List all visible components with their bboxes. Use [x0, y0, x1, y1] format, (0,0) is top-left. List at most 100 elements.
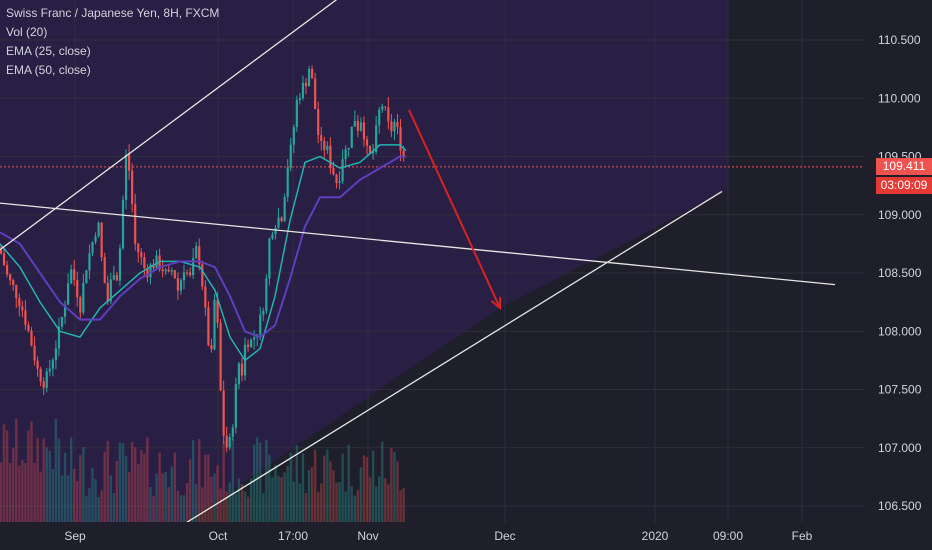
- candle-body: [112, 275, 115, 280]
- volume-bar: [195, 484, 198, 522]
- candle-body: [259, 314, 262, 335]
- candle-body: [231, 427, 234, 437]
- ema25-indicator-label[interactable]: EMA (25, close): [6, 44, 91, 58]
- candle-body: [63, 304, 67, 317]
- volume-bar: [289, 452, 292, 522]
- candle-body: [134, 204, 137, 244]
- candle-body: [268, 238, 271, 279]
- volume-bar: [45, 447, 48, 522]
- candle-body: [167, 269, 170, 272]
- candle-body: [335, 174, 338, 183]
- candle-body: [185, 272, 189, 274]
- candle-body: [179, 280, 183, 291]
- candle-body: [51, 360, 54, 369]
- candle-body: [307, 68, 311, 87]
- time-axis[interactable]: Sep Oct 17:00 Nov Dec 2020 09:00 Feb: [64, 529, 812, 543]
- volume-bar: [323, 455, 326, 522]
- candle-body: [304, 82, 308, 87]
- volume-bar: [286, 466, 289, 522]
- volume-bar: [8, 462, 12, 522]
- volume-bar: [304, 492, 308, 522]
- arrow-shaft: [408, 109, 501, 309]
- volume-bar: [374, 486, 378, 522]
- volume-bar: [265, 440, 268, 522]
- symbol-title[interactable]: Swiss Franc / Japanese Yen, 8H, FXCM: [6, 6, 220, 20]
- volume-bar: [243, 491, 247, 522]
- volume-bar: [121, 443, 125, 522]
- candle-body: [372, 151, 375, 154]
- volume-bar: [350, 486, 353, 522]
- trendlines[interactable]: [0, 0, 836, 525]
- volume-bar: [152, 495, 155, 522]
- candle-body: [54, 348, 57, 361]
- volume-bar: [387, 484, 390, 522]
- candle-body: [314, 78, 317, 110]
- volume-bar: [329, 461, 332, 522]
- volume-bar: [103, 451, 106, 522]
- ema50-indicator-label[interactable]: EMA (50, close): [6, 63, 91, 77]
- candle-body: [262, 311, 265, 315]
- candle-body: [399, 127, 402, 151]
- volume-bar: [259, 442, 262, 522]
- volume-bar: [143, 453, 146, 522]
- volume-bar: [51, 469, 55, 522]
- volume-bar: [222, 441, 225, 522]
- volume-bar: [359, 467, 363, 522]
- volume-bar: [39, 471, 42, 522]
- candle-body: [329, 145, 332, 169]
- volume-bar: [5, 430, 9, 522]
- volume-bar: [91, 467, 94, 522]
- candle-body: [109, 279, 112, 302]
- candle-body: [140, 252, 143, 258]
- candle-body: [195, 246, 198, 259]
- candle-body: [323, 140, 326, 151]
- candle-body: [12, 280, 15, 286]
- candle-body: [362, 122, 366, 140]
- volume-bar: [310, 467, 314, 522]
- candle-body: [213, 299, 216, 350]
- candle-body: [219, 322, 222, 391]
- volume-bar: [112, 492, 116, 522]
- candle-body: [295, 99, 298, 127]
- volume-bar: [33, 462, 36, 522]
- projection-arrow[interactable]: [408, 109, 502, 311]
- volume-bar: [246, 496, 250, 522]
- volume-bar: [249, 478, 253, 522]
- volume-bar: [12, 447, 15, 522]
- candle-body: [182, 272, 186, 281]
- volume-bar: [341, 453, 344, 522]
- candle-body: [292, 126, 295, 145]
- candle-body: [27, 324, 30, 331]
- candle-body: [82, 282, 85, 313]
- volume-bar: [109, 475, 112, 522]
- candle-body: [201, 264, 204, 287]
- price-axis-panel[interactable]: [864, 0, 932, 550]
- candle-body: [173, 270, 176, 279]
- time-axis-panel[interactable]: [0, 522, 864, 550]
- volume-bar: [262, 493, 265, 522]
- volume-bar: [353, 495, 356, 522]
- candle-body: [326, 145, 329, 151]
- candle-body: [131, 170, 134, 205]
- candle-body: [204, 286, 207, 308]
- candle-body: [85, 270, 88, 283]
- candle-body: [298, 98, 301, 100]
- volume-bar: [18, 465, 21, 522]
- candles: [0, 65, 405, 453]
- volume-bar: [191, 440, 195, 522]
- candle-body: [189, 272, 192, 276]
- candle-body: [274, 227, 277, 235]
- y-tick-label: 107.000: [878, 441, 922, 455]
- price-axis[interactable]: 110.500110.000109.500109.000108.500108.0…: [878, 33, 922, 513]
- volume-bar: [15, 418, 18, 522]
- candle-body: [88, 253, 91, 271]
- candle-body: [228, 436, 231, 448]
- candle-body: [45, 371, 48, 388]
- candle-body: [237, 363, 240, 385]
- candle-body: [6, 265, 9, 275]
- volume-bar: [240, 484, 244, 522]
- candle-body: [155, 255, 158, 268]
- vol-indicator-label[interactable]: Vol (20): [6, 25, 48, 39]
- y-tick-label: 106.500: [878, 499, 922, 513]
